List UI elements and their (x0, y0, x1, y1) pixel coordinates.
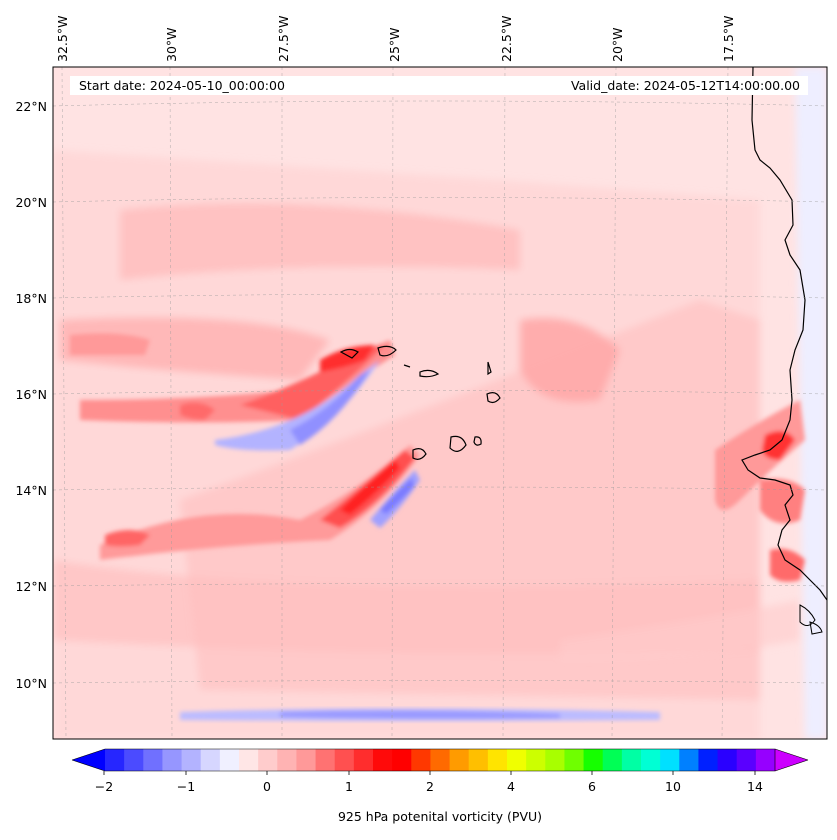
colorbar-cell (162, 749, 183, 771)
colorbar-cell (602, 749, 623, 771)
colorbar-label: 925 hPa potenital vorticity (PVU) (338, 809, 542, 824)
lat-label: 14°N (15, 483, 47, 498)
colorbar-cell (334, 749, 355, 771)
pv-north-band (70, 333, 395, 451)
longitude-labels: 32.5°W 30°W 27.5°W 25°W 22.5°W 20°W 17.5… (55, 16, 736, 62)
cb-tick-label: 0 (263, 779, 271, 794)
colorbar-max-arrow (775, 749, 808, 771)
colorbar-cell (411, 749, 431, 771)
colorbar-cell (679, 749, 699, 771)
colorbar-cell (353, 749, 374, 771)
colorbar-cell (296, 749, 317, 771)
lon-label: 22.5°W (499, 16, 514, 62)
cape-verde-islands (339, 345, 501, 460)
colorbar-cell (239, 749, 259, 771)
cb-tick-label: 14 (747, 779, 763, 794)
colorbar-cell (181, 749, 202, 771)
lat-label: 16°N (15, 387, 47, 402)
colorbar-cell (449, 749, 470, 771)
colorbar-cell (660, 749, 680, 771)
map-panel (53, 67, 827, 739)
colorbar-cell (315, 749, 336, 771)
cb-tick-label: 4 (507, 779, 515, 794)
colorbar-cell (143, 749, 163, 771)
lat-label: 20°N (15, 195, 47, 210)
cb-tick-label: 6 (588, 779, 596, 794)
colorbar-min-arrow (72, 749, 105, 771)
colorbar-cell (621, 749, 642, 771)
colorbar-cell (545, 749, 565, 771)
lat-label: 12°N (15, 579, 47, 594)
lat-label: 10°N (15, 676, 47, 691)
colorbar-cell (392, 749, 412, 771)
colorbar-cell (277, 749, 297, 771)
lon-label: 30°W (164, 27, 179, 62)
cb-tick-label: 10 (665, 779, 681, 794)
colorbar-cell (430, 749, 451, 771)
colorbar-cell (507, 749, 527, 771)
cb-tick-label: −1 (177, 779, 195, 794)
lat-label: 22°N (15, 99, 47, 114)
map-frame (52, 66, 828, 740)
colorbar-cell (736, 749, 757, 771)
colorbar-cell (219, 749, 240, 771)
lon-label: 27.5°W (276, 16, 291, 62)
pv-field-base (53, 150, 800, 739)
pv-coastal-max (715, 400, 805, 582)
cb-tick-label: 2 (426, 779, 434, 794)
lon-label: 32.5°W (55, 16, 70, 62)
colorbar-cell (124, 749, 144, 771)
african-coastline (741, 67, 827, 601)
colorbar-cell (105, 749, 125, 771)
colorbar-cell (641, 749, 661, 771)
colorbar-cell (755, 749, 776, 771)
colorbar: −2 −1 0 1 2 4 6 10 14 925 hPa potenital … (71, 748, 809, 824)
colorbar-cell (698, 749, 719, 771)
colorbar-cell (373, 749, 393, 771)
graticule (53, 67, 827, 739)
colorbar-cell (200, 749, 221, 771)
valid-date: Valid_date: 2024-05-12T14:00:00.00 (571, 78, 800, 93)
colorbar-cell (258, 749, 278, 771)
header-box (70, 76, 808, 95)
lon-label: 20°W (610, 27, 625, 62)
pv-south-band (100, 445, 420, 560)
colorbar-cell (717, 749, 738, 771)
cb-tick-label: −2 (95, 779, 113, 794)
colorbar-cell (487, 749, 508, 771)
start-date: Start date: 2024-05-10_00:00:00 (79, 78, 285, 93)
lon-label: 17.5°W (721, 16, 736, 62)
colorbar-cell (526, 749, 546, 771)
lat-label: 18°N (15, 291, 47, 306)
latitude-labels: 22°N 20°N 18°N 16°N 14°N 12°N 10°N (15, 99, 47, 691)
lon-label: 25°W (387, 27, 402, 62)
colorbar-cell (583, 749, 604, 771)
colorbar-cell (564, 749, 585, 771)
colorbar-tick-labels: −2 −1 0 1 2 4 6 10 14 (95, 779, 763, 794)
colorbar-cell (468, 749, 489, 771)
cb-tick-label: 1 (345, 779, 353, 794)
pv-southern-strip (180, 708, 660, 721)
